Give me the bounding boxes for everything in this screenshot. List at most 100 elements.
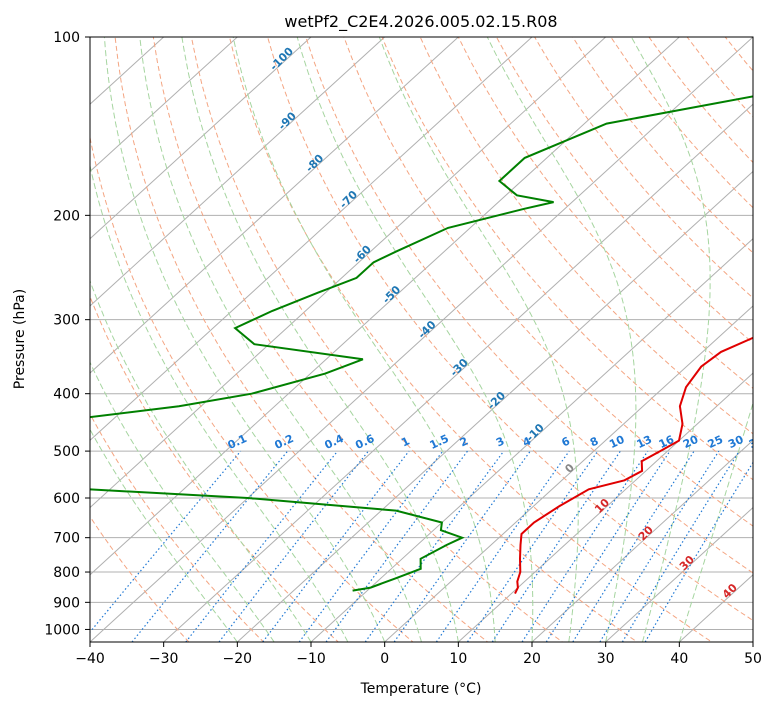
isotherm-line (90, 37, 681, 576)
x-tick-label: 0 (380, 651, 389, 667)
isotherm-label: -60 (351, 242, 374, 265)
dry-adiabat (90, 515, 190, 642)
mixing-ratio-line (218, 450, 369, 642)
mixing-ratio-label: 36 (747, 433, 767, 451)
isotherm-line (604, 506, 753, 642)
mixing-ratio-line (521, 450, 649, 642)
moist-adiabat (90, 361, 275, 642)
dry-adiabat (648, 37, 753, 164)
isotherm-label: 10 (592, 496, 612, 516)
mixing-ratio-label: 1.5 (428, 432, 451, 452)
isotherm-line (90, 37, 386, 307)
x-tick-label: 10 (449, 651, 467, 667)
x-tick-label: 50 (744, 651, 762, 667)
y-tick-label: 300 (53, 313, 80, 329)
moist-adiabat (678, 401, 753, 642)
x-axis-label: Temperature (°C) (360, 681, 482, 697)
mixing-ratio-line (545, 450, 671, 642)
plot-frame (89, 36, 754, 643)
mixing-ratio-line (262, 450, 410, 642)
isotherm-line (531, 439, 753, 642)
isotherm-label: 30 (677, 553, 697, 573)
mixing-ratio-label: 6 (559, 434, 572, 449)
chart-title: wetPf2_C2E4.2026.005.02.15.R08 (284, 12, 557, 32)
mixing-ratio-line (298, 450, 444, 642)
mixing-ratio-line (393, 450, 531, 642)
dry-adiabat (114, 37, 489, 642)
profile-lines (90, 95, 753, 595)
y-tick-label: 800 (53, 565, 80, 581)
dewpoint-profile-line (90, 95, 753, 592)
mixing-ratio-label: 0.1 (226, 432, 249, 452)
isotherm-line (383, 305, 753, 642)
background-lines (46, 37, 775, 654)
isotherm-label: 20 (636, 523, 656, 543)
mixing-ratio-label: 20 (681, 433, 701, 451)
dry-adiabat (90, 412, 265, 642)
moist-adiabat (181, 37, 459, 642)
mixing-ratio-line (435, 450, 570, 642)
mixing-ratio-line (325, 450, 468, 642)
dry-adiabat (190, 37, 638, 642)
dry-adiabat (343, 37, 753, 527)
dry-adiabat (90, 135, 414, 642)
x-tick-label: −10 (296, 651, 326, 667)
dry-adiabat (90, 295, 339, 642)
mixing-ratio-line (572, 450, 695, 642)
y-tick-label: 700 (53, 531, 80, 547)
x-tick-label: −20 (223, 651, 253, 667)
moist-adiabat (630, 37, 711, 642)
mixing-ratio-label: 30 (726, 433, 746, 451)
moist-adiabat (90, 428, 238, 642)
y-tick-label: 600 (53, 491, 80, 507)
isotherm-line (90, 37, 533, 442)
mixing-ratio-line (90, 450, 242, 633)
mixing-ratio-line (621, 450, 740, 642)
x-axis: −40 −30 −20 −10 0 10 20 30 40 50 (75, 642, 762, 667)
mixing-ratio-line (466, 450, 599, 642)
dry-adiabat (267, 37, 753, 622)
isotherm-line (162, 103, 753, 642)
isotherm-line (457, 372, 753, 642)
x-tick-label: 30 (597, 651, 615, 667)
isotherm-label: -20 (485, 389, 508, 412)
y-tick-label: 500 (53, 444, 80, 460)
mixing-ratio-line (491, 450, 621, 642)
isotherm-line (752, 641, 753, 642)
mixing-ratio-line (599, 450, 720, 642)
mixing-ratio-label: 25 (706, 433, 725, 451)
moist-adiabat (90, 163, 349, 642)
isotherm-label: -90 (276, 109, 299, 132)
moist-adiabat (378, 37, 579, 642)
isotherm-line (90, 37, 239, 173)
temperature-profile-line (514, 336, 753, 595)
x-tick-label: 20 (523, 651, 541, 667)
y-tick-label: 100 (53, 30, 80, 46)
isotherm-label: -100 (267, 44, 296, 73)
x-tick-label: −30 (149, 651, 179, 667)
y-tick-label: 200 (53, 208, 80, 224)
isotherm-label: -80 (303, 152, 326, 175)
mixing-ratio-label: 13 (635, 433, 654, 451)
dry-adiabat (724, 37, 753, 72)
dry-adiabat (152, 37, 564, 642)
y-tick-label: 400 (53, 387, 80, 403)
moist-adiabat (90, 279, 312, 642)
isotherm-label: -40 (415, 318, 438, 341)
x-tick-label: −40 (75, 651, 105, 667)
isotherm-line (90, 37, 753, 642)
mixing-ratio-line (131, 450, 289, 642)
mixing-ratio-label: 16 (657, 433, 677, 451)
y-axis-label: Pressure (hPa) (12, 289, 28, 389)
moist-adiabat (139, 37, 422, 642)
moist-adiabat (486, 37, 637, 642)
mixing-ratio-label: 0.2 (273, 432, 296, 452)
mixing-ratio-label: 2 (458, 434, 470, 449)
frost-curve (46, 37, 77, 654)
isotherm-line (90, 37, 460, 374)
isotherm-line (310, 237, 753, 642)
dry-adiabat (763, 37, 775, 654)
mixing-ratio-label: 0.4 (323, 432, 346, 452)
